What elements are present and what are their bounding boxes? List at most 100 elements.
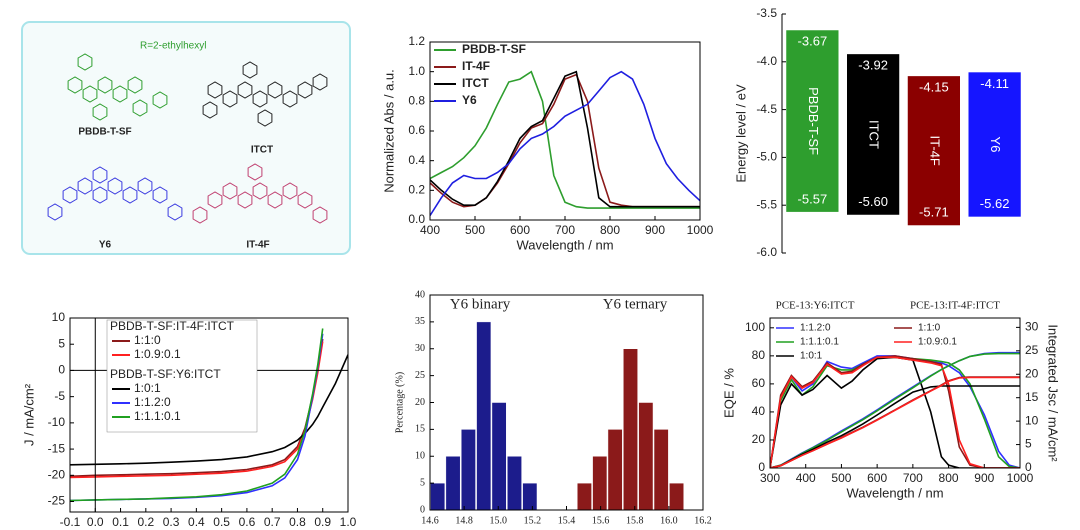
- plot-frame: [769, 317, 1021, 469]
- molecule-drawings: [47, 53, 328, 224]
- bar: [607, 429, 623, 511]
- y-tick-label: -15: [48, 441, 66, 455]
- x-tick-label: 0.0: [87, 515, 104, 529]
- bar: [638, 402, 654, 511]
- y-tick-label: -5.0: [756, 150, 777, 164]
- x-axis-label: Wavelength / nm: [846, 485, 943, 500]
- molecule-ring: [112, 85, 128, 103]
- x-tick-label: 15.6: [592, 515, 610, 526]
- category-label: ITCT: [867, 120, 882, 149]
- y-tick-label: 0.8: [408, 94, 425, 108]
- molecule-ring: [67, 76, 83, 94]
- data-line: [770, 352, 1020, 468]
- data-line: [770, 376, 1020, 468]
- y-tick-label: 0.2: [408, 183, 425, 197]
- x-tick-label: 700: [555, 223, 575, 237]
- lumo-label: -4.15: [919, 80, 949, 95]
- x-tick-label: 16.2: [694, 515, 712, 526]
- chart: -3.67 -5.57 PBDB-T-SF -3.92 -5.60 ITCT -4.15 -5…: [733, 6, 1021, 259]
- data-line: [430, 70, 700, 209]
- x-tick-label: 15.4: [558, 515, 576, 526]
- bar: [445, 456, 461, 511]
- bar: [460, 429, 476, 511]
- structures-box: [21, 21, 351, 255]
- molecule-ring: [62, 186, 78, 204]
- y-tick-label: 0: [758, 460, 765, 474]
- bar: [592, 456, 608, 511]
- x-tick-label: 15.8: [626, 515, 644, 526]
- molecule-ring: [132, 99, 148, 117]
- lumo-label: -4.11: [980, 76, 1009, 91]
- bar: [576, 482, 592, 511]
- annotation: Y6 binary: [450, 296, 511, 312]
- molecule-ring: [92, 103, 108, 121]
- x-tick-label: 900: [645, 223, 665, 237]
- panel-title: PCE-13:Y6:ITCT: [776, 300, 855, 312]
- structure-label: ITCT: [251, 145, 273, 156]
- homo-label: -5.57: [798, 191, 828, 206]
- y-tick-label: 0: [58, 363, 65, 377]
- plot-lines: [770, 351, 1020, 468]
- y2-axis-label: Integrated Jsc / mA/cm²: [1046, 324, 1061, 462]
- y-axis-label: J / mA/cm²: [21, 383, 36, 446]
- legend-label: Y6: [462, 93, 477, 107]
- molecule-ring: [202, 101, 218, 119]
- y-tick-label: 100: [745, 320, 765, 334]
- structure-label: Y6: [99, 240, 112, 251]
- y-tick-label: 0: [420, 504, 425, 515]
- y-tick-label: 1.2: [408, 34, 425, 48]
- data-line: [430, 70, 700, 217]
- plot-lines: [70, 328, 348, 502]
- y-tick-label: -20: [48, 467, 66, 481]
- x-tick-label: 500: [465, 223, 485, 237]
- molecule-ring: [167, 203, 183, 221]
- x-tick-label: 0.7: [264, 515, 281, 529]
- molecule-ring: [207, 81, 223, 99]
- molecule-ring: [257, 109, 273, 127]
- x-tick-label: 400: [420, 223, 440, 237]
- molecule-ring: [222, 182, 238, 200]
- y2-tick-label: 20: [1025, 366, 1039, 380]
- y-axis-label: Percentage (%): [394, 372, 405, 433]
- y-tick-label: -10: [48, 415, 66, 429]
- x-tick-label: 1000: [1007, 471, 1034, 485]
- molecule-ring: [122, 186, 138, 204]
- y-tick-label: 40: [415, 289, 425, 300]
- bar: [476, 321, 492, 511]
- molecule-ring: [282, 90, 298, 108]
- y-axis-label: EQE / %: [721, 368, 736, 418]
- x-tick-label: 0.2: [137, 515, 154, 529]
- y-tick-label: -25: [48, 494, 66, 508]
- y-tick-label: -4.0: [756, 54, 777, 68]
- molecule-ring: [267, 191, 283, 209]
- x-tick-label: -0.1: [60, 515, 81, 529]
- chart: Y6 binary Y6 ternary 14.6 14.8 15.0 15.2 15.4 1…: [394, 289, 712, 526]
- y-tick-label: 20: [415, 397, 425, 408]
- legend-label: 1:1.2:0: [134, 395, 171, 409]
- x-tick-label: 0.5: [213, 515, 230, 529]
- molecule-ring: [47, 203, 63, 221]
- molecule-ring: [252, 182, 268, 200]
- energy-bar: [968, 72, 1021, 217]
- y-axis-label: Normalized Abs / a.u.: [381, 69, 396, 193]
- category-label: Y6: [988, 137, 1003, 153]
- molecule-ring: [207, 191, 223, 209]
- y-tick-label: 60: [752, 376, 766, 390]
- x-tick-label: 800: [939, 471, 959, 485]
- x-tick-label: 800: [600, 223, 620, 237]
- x-tick-label: 700: [903, 471, 923, 485]
- data-line: [770, 385, 1020, 468]
- energy-bar: [786, 30, 839, 212]
- y-tick-label: 5: [420, 477, 425, 488]
- structure-label: PBDB-T-SF: [78, 127, 131, 138]
- x-axis-label: Wavelength / nm: [516, 237, 613, 252]
- molecule-ring: [77, 53, 93, 71]
- molecule-ring: [77, 177, 93, 195]
- y-tick-label: 0.0: [408, 212, 425, 226]
- x-tick-label: 900: [974, 471, 994, 485]
- lumo-label: -3.92: [858, 58, 888, 73]
- y2-tick-label: 30: [1025, 320, 1039, 334]
- plot-frame: [69, 317, 349, 513]
- molecule-ring: [222, 90, 238, 108]
- y-tick-label: -6.0: [756, 245, 777, 259]
